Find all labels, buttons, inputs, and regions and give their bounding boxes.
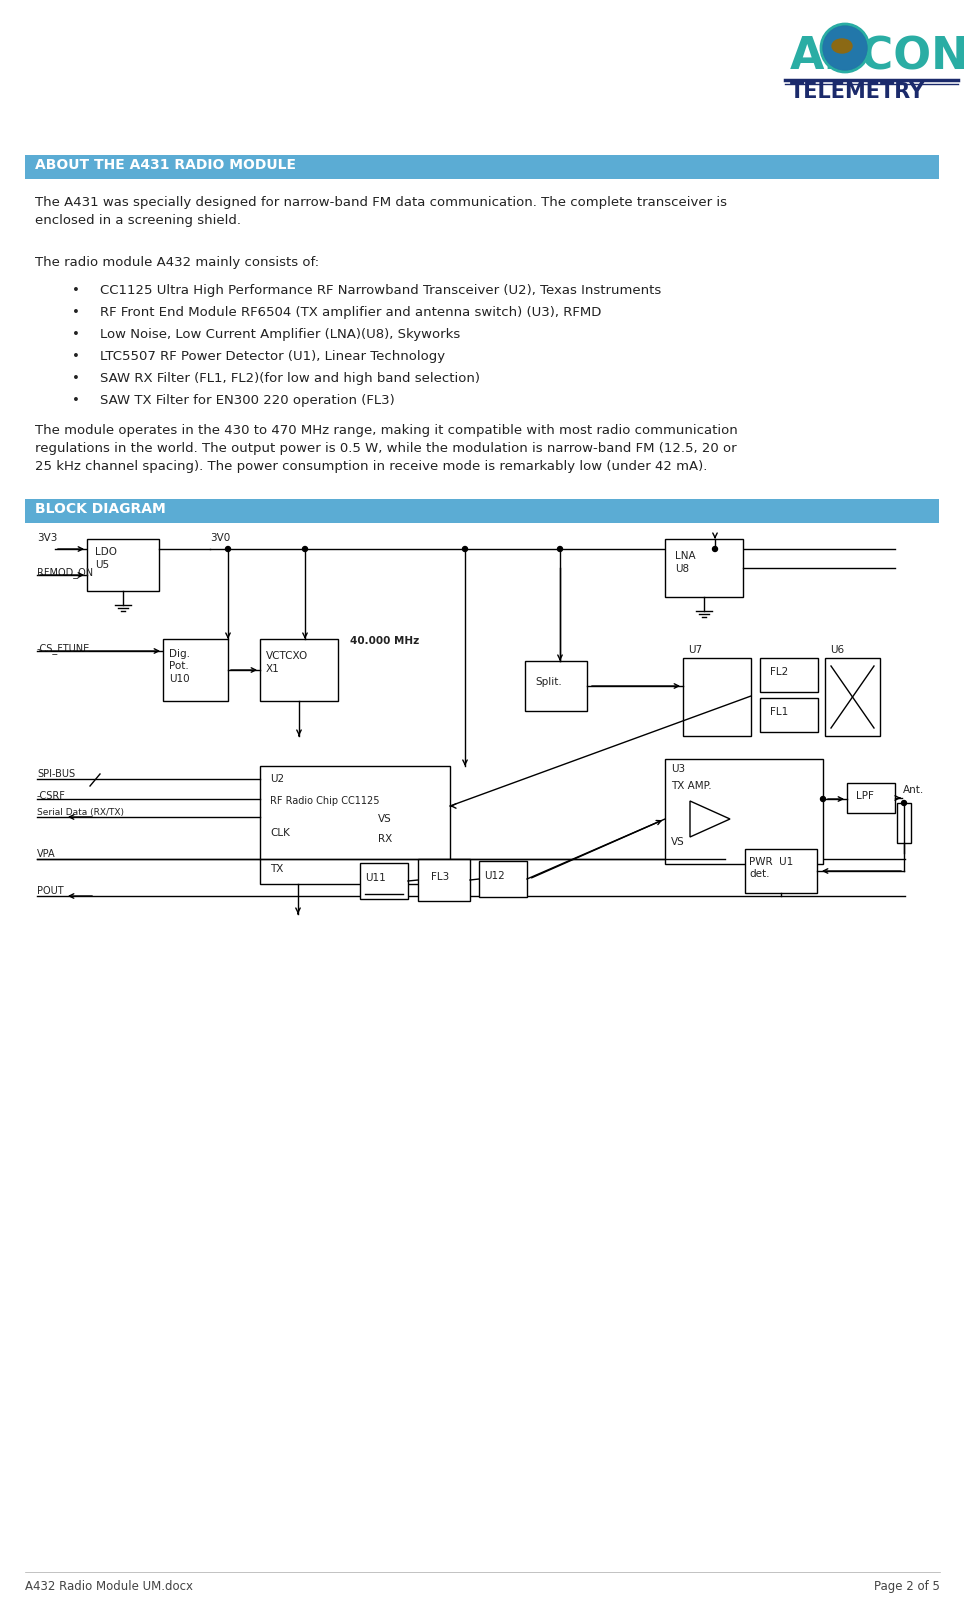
- Text: •: •: [72, 328, 80, 340]
- Bar: [897, 804, 911, 844]
- Text: POUT: POUT: [37, 885, 64, 896]
- Circle shape: [712, 547, 717, 551]
- Bar: [760, 698, 818, 732]
- Text: U3: U3: [671, 764, 685, 773]
- Bar: [683, 658, 751, 737]
- Bar: [260, 765, 450, 884]
- Bar: [825, 658, 880, 737]
- Bar: [360, 863, 408, 900]
- Text: •: •: [72, 284, 80, 297]
- Text: •: •: [72, 350, 80, 363]
- Circle shape: [901, 801, 906, 805]
- Bar: [745, 849, 817, 893]
- Bar: [87, 539, 159, 591]
- Text: RF Radio Chip CC1125: RF Radio Chip CC1125: [270, 796, 380, 805]
- Text: SAW RX Filter (FL1, FL2)(for low and high band selection): SAW RX Filter (FL1, FL2)(for low and hig…: [100, 372, 480, 385]
- Text: CC1125 Ultra High Performance RF Narrowband Transceiver (U2), Texas Instruments: CC1125 Ultra High Performance RF Narrowb…: [100, 284, 661, 297]
- Text: Low Noise, Low Current Amplifier (LNA)(U8), Skyworks: Low Noise, Low Current Amplifier (LNA)(U…: [100, 328, 460, 340]
- Bar: [25, 499, 939, 523]
- Bar: [260, 639, 338, 702]
- Text: RFMOD_ON: RFMOD_ON: [37, 567, 94, 578]
- Text: The module operates in the 430 to 470 MHz range, making it compatible with most : The module operates in the 430 to 470 MH…: [35, 423, 737, 473]
- Bar: [847, 783, 895, 813]
- Text: TX AMP.: TX AMP.: [671, 781, 711, 791]
- Text: LDO
U5: LDO U5: [95, 547, 117, 570]
- Bar: [525, 662, 587, 711]
- Text: VCTCXO
X1: VCTCXO X1: [266, 650, 308, 674]
- Circle shape: [821, 24, 869, 72]
- Text: VS: VS: [671, 837, 684, 847]
- Circle shape: [463, 547, 468, 551]
- Text: Ant.: Ant.: [903, 785, 924, 794]
- Text: -CSRF: -CSRF: [37, 791, 66, 801]
- Bar: [479, 861, 527, 896]
- Text: ADCON: ADCON: [790, 35, 964, 78]
- Bar: [25, 155, 939, 179]
- Text: •: •: [72, 395, 80, 407]
- Text: SAW TX Filter for EN300 220 operation (FL3): SAW TX Filter for EN300 220 operation (F…: [100, 395, 394, 407]
- Circle shape: [226, 547, 230, 551]
- Text: SPI-BUS: SPI-BUS: [37, 769, 75, 778]
- Bar: [760, 658, 818, 692]
- Text: CLK: CLK: [270, 828, 290, 837]
- Text: RF Front End Module RF6504 (TX amplifier and antenna switch) (U3), RFMD: RF Front End Module RF6504 (TX amplifier…: [100, 305, 602, 320]
- Text: PWR  U1
det.: PWR U1 det.: [749, 857, 793, 879]
- Bar: [163, 639, 228, 702]
- Text: U12: U12: [484, 871, 505, 880]
- Text: LPF: LPF: [856, 791, 874, 801]
- Bar: [665, 539, 743, 598]
- Text: LTC5507 RF Power Detector (U1), Linear Technology: LTC5507 RF Power Detector (U1), Linear T…: [100, 350, 445, 363]
- Text: Serial Data (RX/TX): Serial Data (RX/TX): [37, 809, 124, 817]
- Text: LNA
U8: LNA U8: [675, 551, 696, 574]
- Circle shape: [820, 796, 825, 802]
- Text: VPA: VPA: [37, 849, 56, 860]
- Bar: [418, 860, 470, 901]
- Circle shape: [557, 547, 563, 551]
- Text: U11: U11: [365, 873, 386, 884]
- Text: A432 Radio Module UM.docx: A432 Radio Module UM.docx: [25, 1580, 193, 1593]
- Text: •: •: [72, 305, 80, 320]
- Text: U6: U6: [830, 646, 844, 655]
- Text: RX: RX: [378, 834, 392, 844]
- Text: FL1: FL1: [770, 706, 789, 718]
- Text: FL2: FL2: [770, 666, 789, 678]
- Text: 40.000 MHz: 40.000 MHz: [350, 636, 419, 646]
- Text: The radio module A432 mainly consists of:: The radio module A432 mainly consists of…: [35, 256, 319, 268]
- Text: ABOUT THE A431 RADIO MODULE: ABOUT THE A431 RADIO MODULE: [35, 158, 296, 173]
- Text: TX: TX: [270, 865, 283, 874]
- Text: Page 2 of 5: Page 2 of 5: [874, 1580, 940, 1593]
- Ellipse shape: [832, 38, 852, 53]
- Text: The A431 was specially designed for narrow-band FM data communication. The compl: The A431 was specially designed for narr…: [35, 197, 727, 227]
- Text: BLOCK DIAGRAM: BLOCK DIAGRAM: [35, 502, 166, 516]
- Text: U2: U2: [270, 773, 284, 785]
- Text: U7: U7: [688, 646, 702, 655]
- Circle shape: [823, 26, 867, 70]
- Text: 3V0: 3V0: [210, 534, 230, 543]
- Text: TELEMETRY: TELEMETRY: [790, 81, 925, 102]
- Text: •: •: [72, 372, 80, 385]
- Circle shape: [303, 547, 308, 551]
- Text: -CS_FTUNE: -CS_FTUNE: [37, 642, 91, 654]
- Text: FL3: FL3: [431, 873, 449, 882]
- Bar: [665, 759, 823, 865]
- Text: 3V3: 3V3: [37, 534, 58, 543]
- Text: VS: VS: [378, 813, 391, 825]
- Text: Dig.
Pot.
U10: Dig. Pot. U10: [169, 649, 190, 684]
- Text: Split.: Split.: [535, 678, 562, 687]
